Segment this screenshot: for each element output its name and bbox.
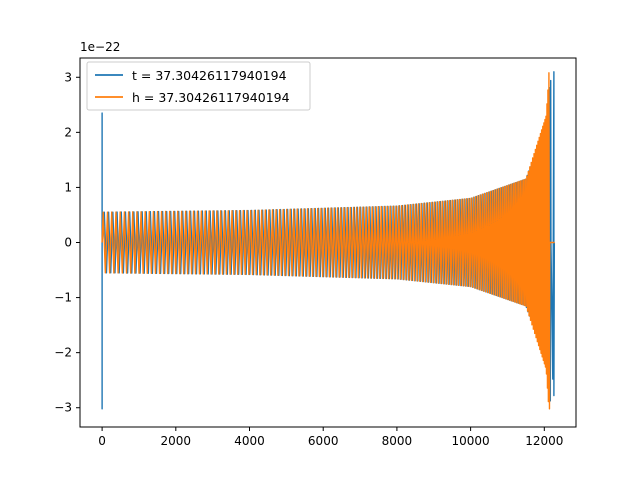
x-tick-label: 0	[98, 434, 106, 448]
y-tick-label: 2	[64, 125, 72, 139]
legend: t = 37.30426117940194 h = 37.30426117940…	[86, 61, 311, 111]
y-tick-label: 0	[64, 236, 72, 250]
x-tick-label: 12000	[525, 434, 563, 448]
y-tick-label: −1	[54, 291, 72, 305]
x-tick-label: 6000	[308, 434, 339, 448]
x-tick-label: 4000	[234, 434, 265, 448]
legend-box	[86, 61, 311, 111]
x-tick-label: 8000	[382, 434, 413, 448]
y-tick-label: 3	[64, 70, 72, 84]
x-tick-label: 2000	[161, 434, 192, 448]
y-offset-label: 1e−22	[80, 40, 120, 54]
legend-label-t: t = 37.30426117940194	[132, 68, 287, 83]
series-line-h	[101, 72, 555, 410]
axes: 0 2000 4000 6000 8000 10000 12000 −3 −2 −1 0 1 2 3	[54, 57, 577, 448]
y-tick-label: −3	[54, 401, 72, 415]
legend-label-h: h = 37.30426117940194	[132, 90, 290, 105]
y-tick-label: 1	[64, 180, 72, 194]
y-tick-label: −2	[54, 346, 72, 360]
plot-area	[101, 71, 556, 410]
x-tick-label: 10000	[452, 434, 490, 448]
